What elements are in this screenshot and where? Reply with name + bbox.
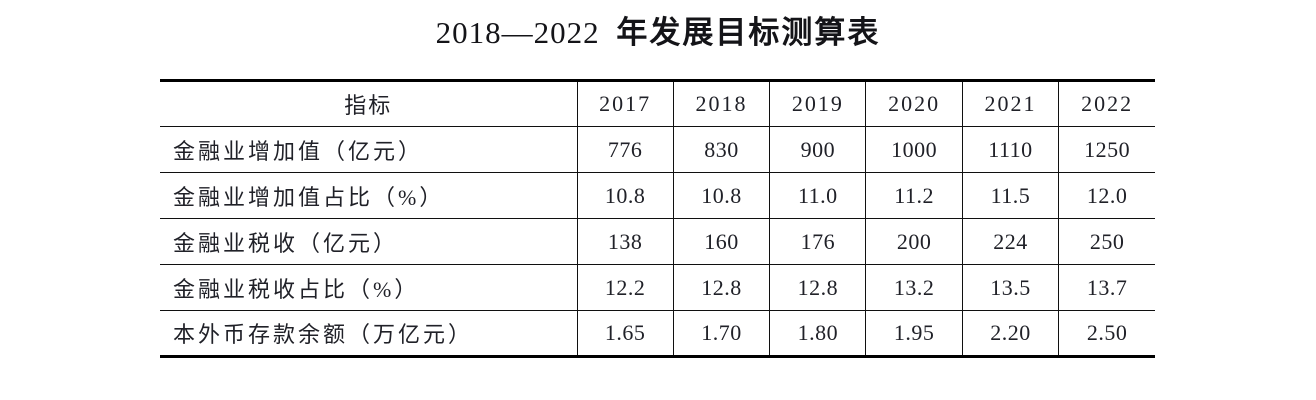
value-cell: 224 — [961, 218, 1060, 265]
value-cell: 13.7 — [1058, 264, 1155, 311]
year-column-header: 2021 — [961, 80, 1060, 127]
value-cell: 176 — [769, 218, 867, 265]
title-text: 年发展目标测算表 — [616, 15, 881, 50]
year-column-header: 2022 — [1058, 80, 1155, 127]
row-label: 金融业税收（亿元） — [160, 218, 578, 265]
value-cell: 11.5 — [961, 172, 1060, 219]
value-cell: 10.8 — [576, 172, 674, 219]
year-column-header: 2017 — [576, 80, 674, 127]
year-column-header: 2020 — [865, 80, 963, 127]
value-cell: 13.2 — [865, 264, 963, 311]
value-cell: 12.0 — [1058, 172, 1155, 219]
year-column-header: 2018 — [672, 80, 771, 127]
value-cell: 1250 — [1058, 126, 1155, 173]
value-cell: 1.65 — [576, 310, 674, 357]
value-cell: 1.95 — [865, 310, 963, 357]
title-year-range: 2018—2022 — [435, 15, 600, 50]
value-cell: 12.2 — [576, 264, 674, 311]
value-cell: 830 — [672, 126, 771, 173]
indicator-column-header: 指标 — [160, 80, 578, 127]
row-label: 本外币存款余额（万亿元） — [160, 310, 578, 357]
value-cell: 1110 — [961, 126, 1060, 173]
value-cell: 160 — [672, 218, 771, 265]
table-body: 金融业增加值（亿元） 776 830 900 1000 1110 1250 金融业增加值占比（… — [160, 126, 1155, 357]
value-cell: 900 — [769, 126, 867, 173]
value-cell: 250 — [1058, 218, 1155, 265]
value-cell: 776 — [576, 126, 674, 173]
table-row: 金融业增加值（亿元） 776 830 900 1000 1110 1250 — [160, 126, 1155, 173]
table-row: 金融业税收占比（%） 12.2 12.8 12.8 13.2 13.5 13.7 — [160, 264, 1155, 311]
page-title: 2018—2022 年发展目标测算表 — [0, 0, 1316, 52]
value-cell: 1.70 — [672, 310, 771, 357]
value-cell: 10.8 — [672, 172, 771, 219]
row-label: 金融业税收占比（%） — [160, 264, 578, 311]
targets-table: 指标 2017 2018 2019 2020 2021 2022 金融业增加值（亿元） 776… — [160, 79, 1155, 358]
value-cell: 138 — [576, 218, 674, 265]
row-label: 金融业增加值（亿元） — [160, 126, 578, 173]
table-row: 本外币存款余额（万亿元） 1.65 1.70 1.80 1.95 2.20 2.50 — [160, 310, 1155, 357]
table-row: 金融业税收（亿元） 138 160 176 200 224 250 — [160, 218, 1155, 265]
value-cell: 13.5 — [961, 264, 1060, 311]
value-cell: 200 — [865, 218, 963, 265]
value-cell: 12.8 — [769, 264, 867, 311]
value-cell: 12.8 — [672, 264, 771, 311]
value-cell: 2.50 — [1058, 310, 1155, 357]
header-row: 指标 2017 2018 2019 2020 2021 2022 — [160, 80, 1155, 127]
value-cell: 1.80 — [769, 310, 867, 357]
row-label: 金融业增加值占比（%） — [160, 172, 578, 219]
value-cell: 11.2 — [865, 172, 963, 219]
year-column-header: 2019 — [769, 80, 867, 127]
table-row: 金融业增加值占比（%） 10.8 10.8 11.0 11.2 11.5 12.0 — [160, 172, 1155, 219]
value-cell: 1000 — [865, 126, 963, 173]
value-cell: 2.20 — [961, 310, 1060, 357]
value-cell: 11.0 — [769, 172, 867, 219]
